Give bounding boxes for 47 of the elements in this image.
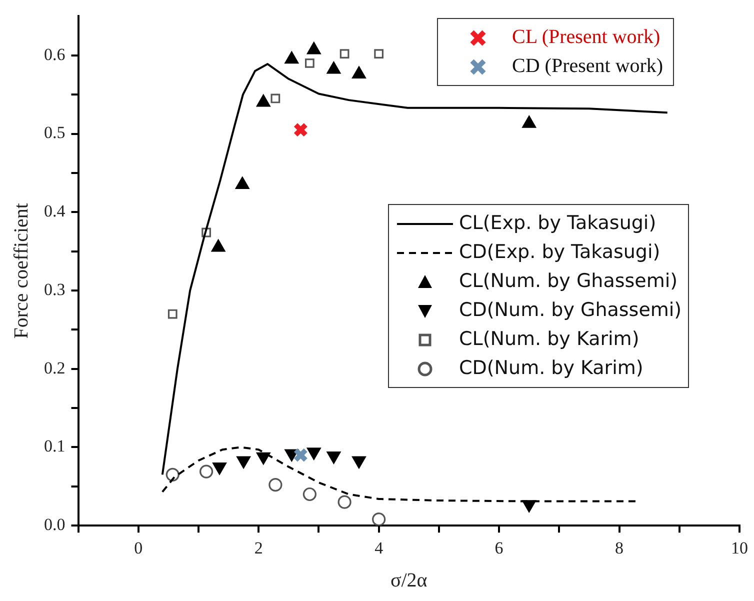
y-axis-title: Force coefficient (10, 202, 32, 339)
point (293, 122, 308, 138)
point (307, 42, 321, 54)
point (211, 240, 226, 252)
x-tick-label: 4 (374, 538, 384, 558)
y-tick-label: 0.0 (44, 515, 66, 534)
legend-label: CL(Num. by Karim) (459, 327, 640, 352)
legend-label: CD(Num. by Karim) (459, 356, 644, 381)
point (236, 176, 250, 189)
point (302, 487, 316, 502)
point (307, 448, 321, 460)
legend-label: CL (Present work) (512, 25, 660, 50)
point (166, 468, 180, 482)
y-tick-label: 0.3 (44, 280, 66, 299)
point (338, 495, 352, 509)
point (352, 456, 366, 468)
legend-label: CL(Exp. by Takasugi) (459, 211, 656, 236)
x-tick-label: 2 (254, 538, 263, 558)
y-tick-label: 0.2 (44, 358, 66, 378)
point (372, 512, 386, 526)
y-tick-label: 0.1 (44, 436, 66, 456)
point (522, 116, 536, 128)
point (352, 66, 366, 78)
point (293, 448, 308, 463)
legend-label: CD(Exp. by Takasugi) (459, 240, 660, 265)
x-tick-label: 8 (615, 538, 624, 558)
x-axis-title: σ/2α (390, 569, 428, 592)
point (326, 452, 341, 464)
legend-label: CL(Num. by Ghassemi) (459, 269, 678, 294)
point (236, 456, 250, 468)
point (212, 462, 226, 475)
x-tick-label: 0 (134, 538, 143, 558)
x-tick-label: 10 (731, 538, 748, 558)
y-tick-label: 0.4 (44, 202, 66, 221)
point (256, 452, 270, 464)
point (168, 309, 178, 319)
x-tick-label: 6 (494, 538, 504, 558)
legend-label: CD(Num. by Ghassemi) (459, 298, 682, 323)
point (284, 52, 299, 64)
y-tick-label: 0.5 (44, 123, 66, 142)
point (326, 62, 341, 74)
point (268, 478, 282, 492)
point (270, 94, 280, 104)
point (256, 94, 270, 107)
point (199, 464, 214, 478)
legend-label: CD (Present work) (512, 54, 664, 79)
y-tick-label: 0.6 (44, 44, 66, 64)
